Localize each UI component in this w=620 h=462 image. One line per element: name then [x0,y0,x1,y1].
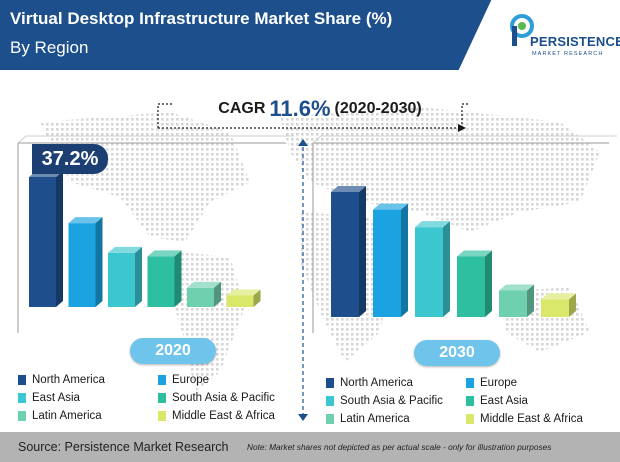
legend-label: North America [32,374,105,386]
legend-label: Europe [172,374,210,386]
legend-item-middle-east-and-africa: Middle East & Africa [466,411,606,427]
legend-label: South Asia & Pacific [172,392,275,404]
bar-latin-america [187,281,221,307]
legend-label: North America [340,377,413,389]
legend-label: Middle East & Africa [172,410,275,422]
legend-item-south-asia-and-pacific: South Asia & Pacific [326,393,466,409]
bar-middle-east-and-africa [226,289,261,307]
bar-north-america [29,171,63,307]
legend-label: East Asia [480,395,528,407]
chart-subtitle: By Region [10,38,89,57]
legend-2030: North America Europe South Asia & Pacific E… [326,375,606,427]
legend-swatch [158,411,166,421]
chart-title: Virtual Desktop Infrastructure Market Sh… [10,9,393,28]
cagr-callout: CAGR 11.6% (2020-2030) [175,95,465,123]
chart-2030 [312,135,617,333]
bar-south-asia-and-pacific [415,221,450,317]
bar-east-asia [457,250,492,317]
legend-swatch [18,411,26,421]
bar-south-asia-and-pacific [147,250,182,307]
legend-item-latin-america: Latin America [326,411,466,427]
legend-swatch [326,396,334,406]
legend-item-east-asia: East Asia [18,390,158,406]
logo-mark-icon [510,14,534,46]
legend-item-latin-america: Latin America [18,408,158,424]
legend-label: Middle East & Africa [480,413,583,425]
year-badge-2020: 2020 [130,338,216,364]
legend-swatch [466,414,474,424]
footer-bar: Source: Persistence Market Research Note… [0,432,620,462]
year-badge-2030: 2030 [414,340,500,366]
divider-arrow-top-icon [298,139,308,146]
legend-swatch [18,375,26,385]
legend-item-north-america: North America [18,372,158,388]
legend-label: Latin America [340,413,410,425]
legend-swatch [158,393,166,403]
legend-swatch [18,393,26,403]
bar-north-america [331,186,366,317]
chart-2020 [17,135,294,333]
bar-europe [373,203,408,317]
chart-depth-frame [312,135,617,144]
cagr-label: CAGR [218,100,266,117]
legend-item-south-asia-and-pacific: South Asia & Pacific [158,390,298,406]
cagr-connector [157,103,468,132]
note-text: Note: Market shares not depicted as per … [247,442,552,452]
legend-item-east-asia: East Asia [466,393,606,409]
bar-europe [68,217,103,307]
legend-label: Europe [480,377,518,389]
divider-arrow-bottom-icon [298,414,308,421]
cagr-value: 11.6% [269,96,331,121]
source-text: Source: Persistence Market Research [18,440,229,454]
legend-item-europe: Europe [158,372,298,388]
cagr-period: (2020-2030) [334,100,422,117]
bar-east-asia [108,246,142,307]
bar-middle-east-and-africa [541,293,576,317]
legend-swatch [466,378,474,388]
north-america-share-badge: 37.2% [32,144,108,174]
legend-item-europe: Europe [466,375,606,391]
legend-swatch [326,378,334,388]
legend-label: Latin America [32,410,102,422]
logo-name: PERSISTENCE [530,34,620,49]
legend-swatch [326,414,334,424]
legend-swatch [158,375,166,385]
legend-2020: North America Europe East Asia South Asia &… [18,372,298,424]
legend-swatch [466,396,474,406]
persistence-logo: PERSISTENCE MARKET RESEARCH [510,14,620,64]
legend-item-north-america: North America [326,375,466,391]
legend-item-middle-east-and-africa: Middle East & Africa [158,408,298,424]
logo-tagline: MARKET RESEARCH [532,51,604,57]
chart-depth-frame [17,135,294,144]
title-banner: Virtual Desktop Infrastructure Market Sh… [0,0,505,70]
legend-label: East Asia [32,392,80,404]
legend-label: South Asia & Pacific [340,395,443,407]
bar-latin-america [499,284,534,317]
